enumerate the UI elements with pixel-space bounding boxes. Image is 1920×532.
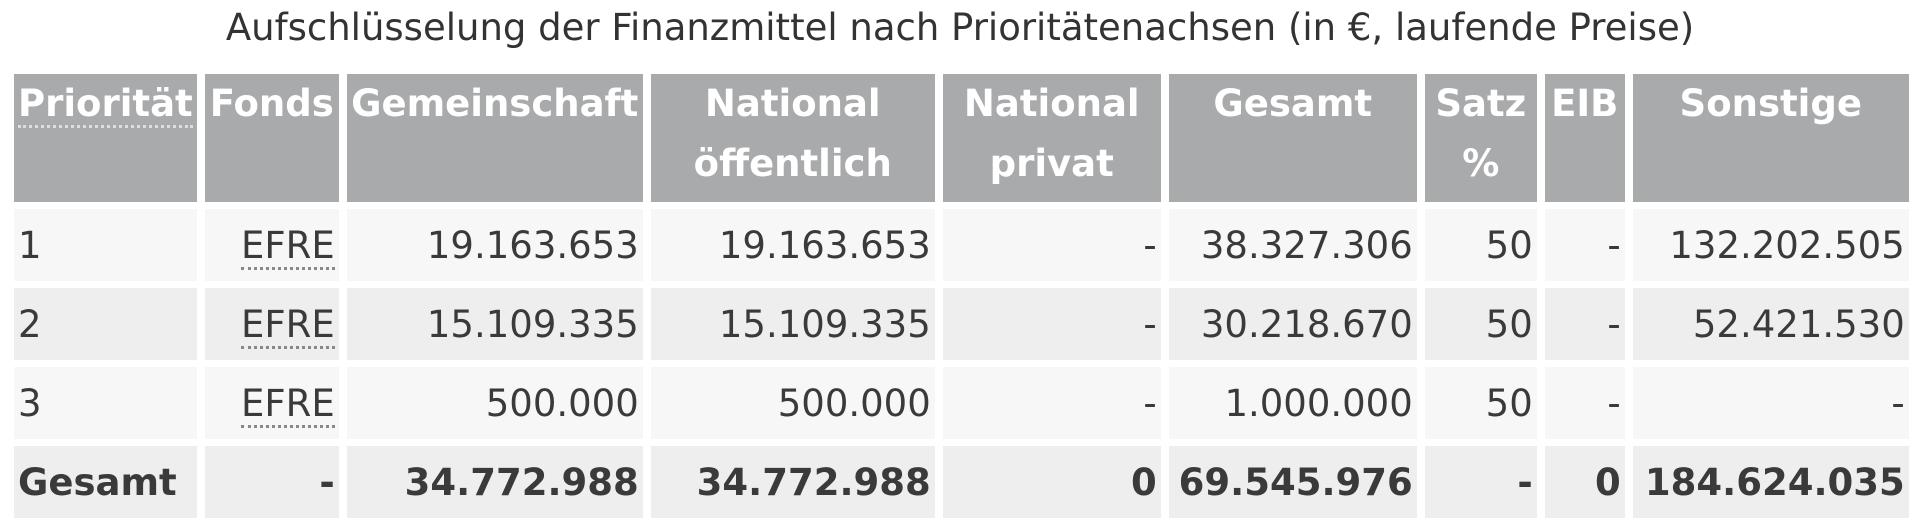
cell-eib: - xyxy=(1544,209,1625,281)
cell-total-sonstige: 184.624.035 xyxy=(1632,446,1909,518)
table-caption: Aufschlüsselung der Finanzmittel nach Pr… xyxy=(225,6,1695,49)
cell-satz: 50 xyxy=(1424,209,1537,281)
cell-gemeinschaft: 19.163.653 xyxy=(346,209,643,281)
cell-national-privat: - xyxy=(942,367,1161,439)
header-satz-line1: Satz xyxy=(1435,82,1527,125)
header-national-oeffentlich: National öffentlich xyxy=(650,74,935,202)
header-national-oeffentlich-line2: öffentlich xyxy=(693,142,892,185)
header-prioritaet-label: Priorität xyxy=(18,82,193,128)
cell-sonstige: 52.421.530 xyxy=(1632,288,1909,360)
header-gemeinschaft: Gemeinschaft xyxy=(346,74,643,202)
cell-gemeinschaft: 15.109.335 xyxy=(346,288,643,360)
header-national-privat-line1: National xyxy=(963,82,1140,125)
header-gesamt: Gesamt xyxy=(1168,74,1417,202)
cell-fonds[interactable]: EFRE xyxy=(204,288,339,360)
cell-gesamt: 30.218.670 xyxy=(1168,288,1417,360)
cell-eib: - xyxy=(1544,288,1625,360)
cell-gemeinschaft: 500.000 xyxy=(346,367,643,439)
header-eib: EIB xyxy=(1544,74,1625,202)
cell-total-eib: 0 xyxy=(1544,446,1625,518)
cell-total-gesamt: 69.545.976 xyxy=(1168,446,1417,518)
cell-prioritaet: 1 xyxy=(14,209,197,281)
cell-sonstige: 132.202.505 xyxy=(1632,209,1909,281)
cell-national-oeffentlich: 19.163.653 xyxy=(650,209,935,281)
cell-fonds[interactable]: EFRE xyxy=(204,209,339,281)
cell-national-oeffentlich: 15.109.335 xyxy=(650,288,935,360)
cell-national-oeffentlich: 500.000 xyxy=(650,367,935,439)
header-national-privat-line2: privat xyxy=(989,142,1114,185)
cell-gesamt: 38.327.306 xyxy=(1168,209,1417,281)
total-row: Gesamt - 34.772.988 34.772.988 0 69.545.… xyxy=(14,446,1909,518)
header-fonds: Fonds xyxy=(204,74,339,202)
header-row: Priorität Fonds Gemeinschaft National öff… xyxy=(14,74,1909,202)
cell-total-fonds: - xyxy=(204,446,339,518)
cell-eib: - xyxy=(1544,367,1625,439)
cell-total-satz: - xyxy=(1424,446,1537,518)
cell-satz: 50 xyxy=(1424,288,1537,360)
header-satz: Satz% xyxy=(1424,74,1537,202)
funding-table: Priorität Fonds Gemeinschaft National öff… xyxy=(6,67,1917,525)
fonds-abbr[interactable]: EFRE xyxy=(241,223,335,270)
cell-total-national-oeffentlich: 34.772.988 xyxy=(650,446,935,518)
header-national-oeffentlich-line1: National xyxy=(704,82,881,125)
cell-prioritaet: 3 xyxy=(14,367,197,439)
cell-total-gemeinschaft: 34.772.988 xyxy=(346,446,643,518)
cell-satz: 50 xyxy=(1424,367,1537,439)
fonds-abbr[interactable]: EFRE xyxy=(241,381,335,428)
table-row: 2 EFRE 15.109.335 15.109.335 - 30.218.67… xyxy=(14,288,1909,360)
cell-gesamt: 1.000.000 xyxy=(1168,367,1417,439)
cell-total-label: Gesamt xyxy=(14,446,197,518)
fonds-abbr[interactable]: EFRE xyxy=(241,302,335,349)
cell-national-privat: - xyxy=(942,288,1161,360)
cell-fonds[interactable]: EFRE xyxy=(204,367,339,439)
table-row: 1 EFRE 19.163.653 19.163.653 - 38.327.30… xyxy=(14,209,1909,281)
header-sonstige: Sonstige xyxy=(1632,74,1909,202)
cell-total-national-privat: 0 xyxy=(942,446,1161,518)
header-prioritaet[interactable]: Priorität xyxy=(14,74,197,202)
cell-national-privat: - xyxy=(942,209,1161,281)
cell-sonstige: - xyxy=(1632,367,1909,439)
table-row: 3 EFRE 500.000 500.000 - 1.000.000 50 - … xyxy=(14,367,1909,439)
header-satz-line2: % xyxy=(1462,142,1500,185)
header-national-privat: National privat xyxy=(942,74,1161,202)
cell-prioritaet: 2 xyxy=(14,288,197,360)
